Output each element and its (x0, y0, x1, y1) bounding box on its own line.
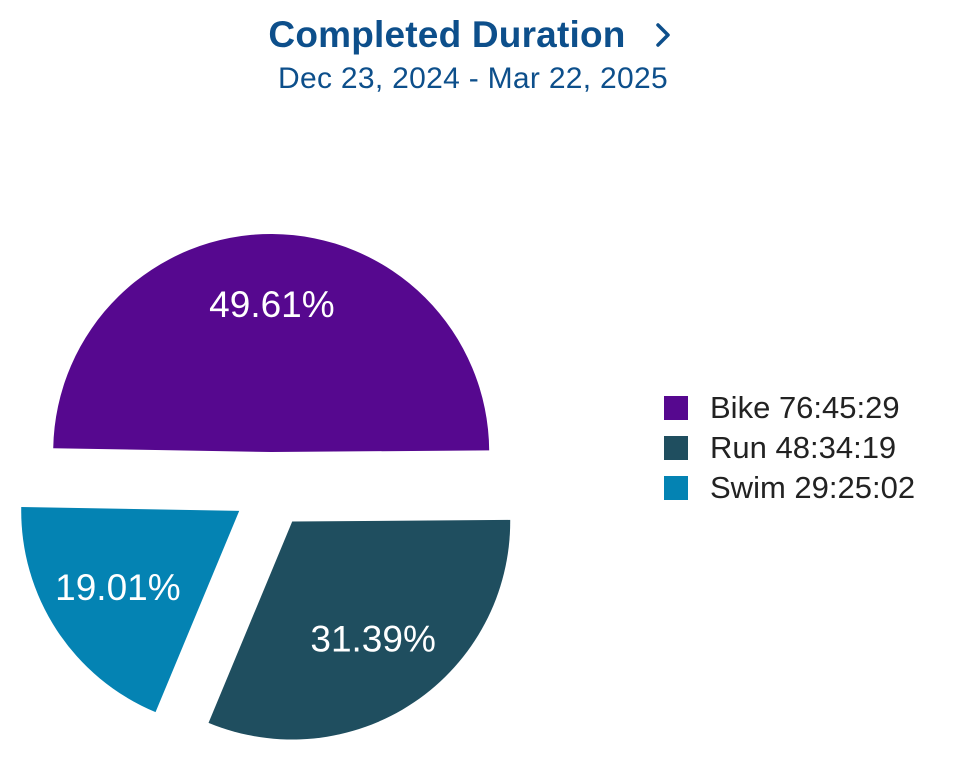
pie-chart: 49.61% 31.39% 19.01% (21, 234, 511, 740)
legend-item-bike[interactable]: Bike 76:45:29 (664, 388, 915, 428)
slice-label-bike: 49.61% (209, 284, 335, 325)
legend-name-bike: Bike (710, 390, 771, 425)
legend-value-run: 48:34:19 (775, 430, 897, 465)
pie-slice-bike[interactable] (53, 234, 490, 453)
legend-value-swim: 29:25:02 (794, 470, 916, 505)
legend-name-swim: Swim (710, 470, 786, 505)
legend-name-run: Run (710, 430, 767, 465)
legend-item-swim[interactable]: Swim 29:25:02 (664, 468, 915, 508)
chart-legend: Bike 76:45:29 Run 48:34:19 Swim 29:25:02 (664, 388, 915, 508)
slice-label-run: 31.39% (310, 619, 436, 660)
pie-slice-run[interactable] (208, 519, 511, 740)
legend-swatch-run (664, 436, 688, 460)
pie-slice-swim[interactable] (21, 507, 240, 713)
chart-header: Completed Duration Dec 23, 2024 - Mar 22… (0, 14, 946, 96)
chevron-right-icon (655, 23, 670, 47)
legend-value-bike: 76:45:29 (778, 390, 900, 425)
chart-title: Completed Duration (268, 14, 626, 55)
title-link[interactable]: Completed Duration (268, 14, 677, 56)
legend-swatch-bike (664, 396, 688, 420)
legend-swatch-swim (664, 476, 688, 500)
chart-date-range: Dec 23, 2024 - Mar 22, 2025 (278, 62, 668, 95)
slice-label-swim: 19.01% (55, 567, 181, 608)
legend-item-run[interactable]: Run 48:34:19 (664, 428, 915, 468)
